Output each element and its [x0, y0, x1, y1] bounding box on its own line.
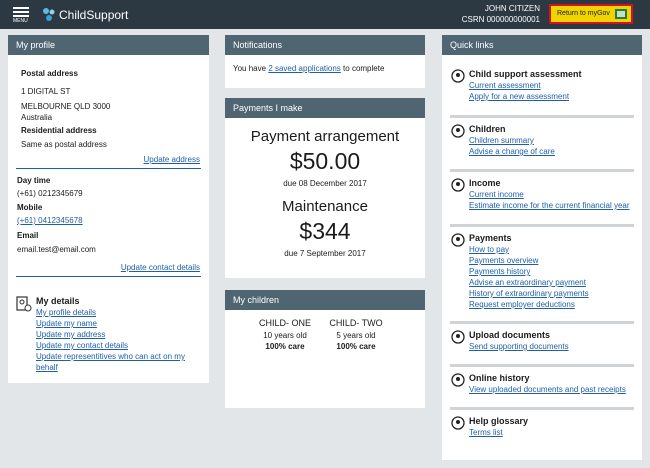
section-title: Payments [469, 233, 512, 243]
quick-links-panel [442, 35, 642, 460]
label: Day time [17, 176, 51, 185]
mygov-icon [615, 9, 627, 19]
section-icon [451, 416, 465, 430]
label: Postal address [21, 69, 78, 78]
link[interactable]: Update my contact details [36, 341, 129, 350]
link[interactable]: Terms list [469, 428, 503, 437]
separator [450, 407, 634, 410]
section-title: Income [469, 178, 501, 188]
child-care: 100% care [336, 342, 376, 351]
link[interactable]: Request employer deductions [469, 300, 575, 309]
child-name: CHILD- TWO [329, 318, 383, 328]
text: to complete [343, 64, 385, 73]
link[interactable]: Update my address [36, 330, 106, 339]
section-title: My details [36, 296, 80, 306]
label: Email [17, 231, 39, 240]
divider [16, 168, 201, 169]
brand-name: ChildSupport [59, 8, 129, 22]
child-age: 5 years old [336, 331, 376, 340]
value: (+61) 0212345679 [17, 189, 83, 198]
address-line: Australia [21, 113, 53, 122]
divider [16, 276, 201, 277]
section-title: Online history [469, 373, 530, 383]
separator [450, 364, 634, 367]
link[interactable]: History of extraordinary payments [469, 289, 589, 298]
link[interactable]: Send supporting documents [469, 342, 569, 351]
link[interactable]: My profile details [36, 308, 97, 317]
text: You have [233, 64, 267, 73]
link[interactable]: Apply for a new assessment [469, 92, 570, 101]
separator [450, 115, 634, 118]
payment-due: due 7 September 2017 [284, 249, 366, 258]
menu-icon[interactable] [13, 7, 29, 17]
menu-label[interactable]: MENU [13, 18, 28, 24]
panel-header: My profile [8, 35, 209, 55]
link[interactable]: Update representitives who can act on my [36, 352, 185, 361]
notification-text: You have 2 saved applications to complet… [233, 64, 384, 74]
payment-label: Payment arrangement [250, 128, 400, 145]
section-icon [451, 124, 465, 138]
address-line: MELBOURNE QLD 3000 [21, 102, 111, 111]
section-title: Upload documents [469, 330, 551, 340]
section-icon [451, 330, 465, 344]
link[interactable]: Current income [469, 190, 524, 199]
section-title: Children [469, 124, 506, 134]
link[interactable]: Payments overview [469, 256, 539, 265]
section-icon [451, 233, 465, 247]
link[interactable]: Estimate income for the current financia… [469, 201, 630, 210]
return-button-label[interactable]: Return to myGov [557, 10, 610, 17]
value: Same as postal address [21, 140, 107, 149]
link[interactable]: 2 saved applications [268, 64, 341, 73]
user-name: JOHN CITIZEN [484, 4, 540, 13]
link[interactable]: Advise an extraordinary payment [469, 278, 586, 287]
section-icon [451, 373, 465, 387]
separator [450, 321, 634, 324]
csrn: CSRN 000000000001 [461, 15, 540, 24]
payment-amount: $344 [299, 218, 351, 244]
link[interactable]: Children summary [469, 136, 534, 145]
profile-panel [8, 35, 209, 383]
separator [450, 224, 634, 227]
child-care: 100% care [265, 342, 305, 351]
label: Mobile [17, 203, 43, 212]
details-icon [16, 296, 32, 312]
link[interactable]: Payments history [469, 267, 531, 276]
section-title: Child support assessment [469, 69, 582, 79]
panel-header: My children [225, 290, 425, 310]
child-age: 10 years old [263, 331, 307, 340]
payments-panel [225, 98, 425, 278]
link[interactable]: Advise a change of care [469, 147, 555, 156]
section-title: Help glossary [469, 416, 529, 426]
link[interactable]: behalf [36, 363, 58, 372]
separator [450, 169, 634, 172]
panel-header: Quick links [442, 35, 642, 55]
label: Residential address [21, 126, 97, 135]
link[interactable]: View uploaded documents and past receipt… [469, 385, 626, 394]
link[interactable]: Current assessment [469, 81, 541, 90]
panel-header: Notifications [225, 35, 425, 55]
link[interactable]: Update address [143, 155, 200, 164]
section-icon [451, 178, 465, 192]
payment-label: Maintenance [282, 198, 368, 215]
phone-link[interactable]: (+61) 0412345678 [17, 216, 83, 225]
link[interactable]: How to pay [469, 245, 510, 254]
link[interactable]: Update my name [36, 319, 97, 328]
brand-logo [43, 8, 55, 21]
section-icon [451, 69, 465, 83]
payment-due: due 08 December 2017 [283, 179, 367, 188]
value: email.test@email.com [17, 245, 96, 254]
return-button[interactable] [549, 4, 633, 24]
link[interactable]: Update contact details [120, 263, 200, 272]
address-line: 1 DIGITAL ST [21, 87, 71, 96]
panel-header: Payments I make [225, 98, 425, 118]
top-bar [0, 0, 650, 29]
payment-amount: $50.00 [289, 148, 361, 174]
child-name: CHILD- ONE [258, 318, 311, 328]
